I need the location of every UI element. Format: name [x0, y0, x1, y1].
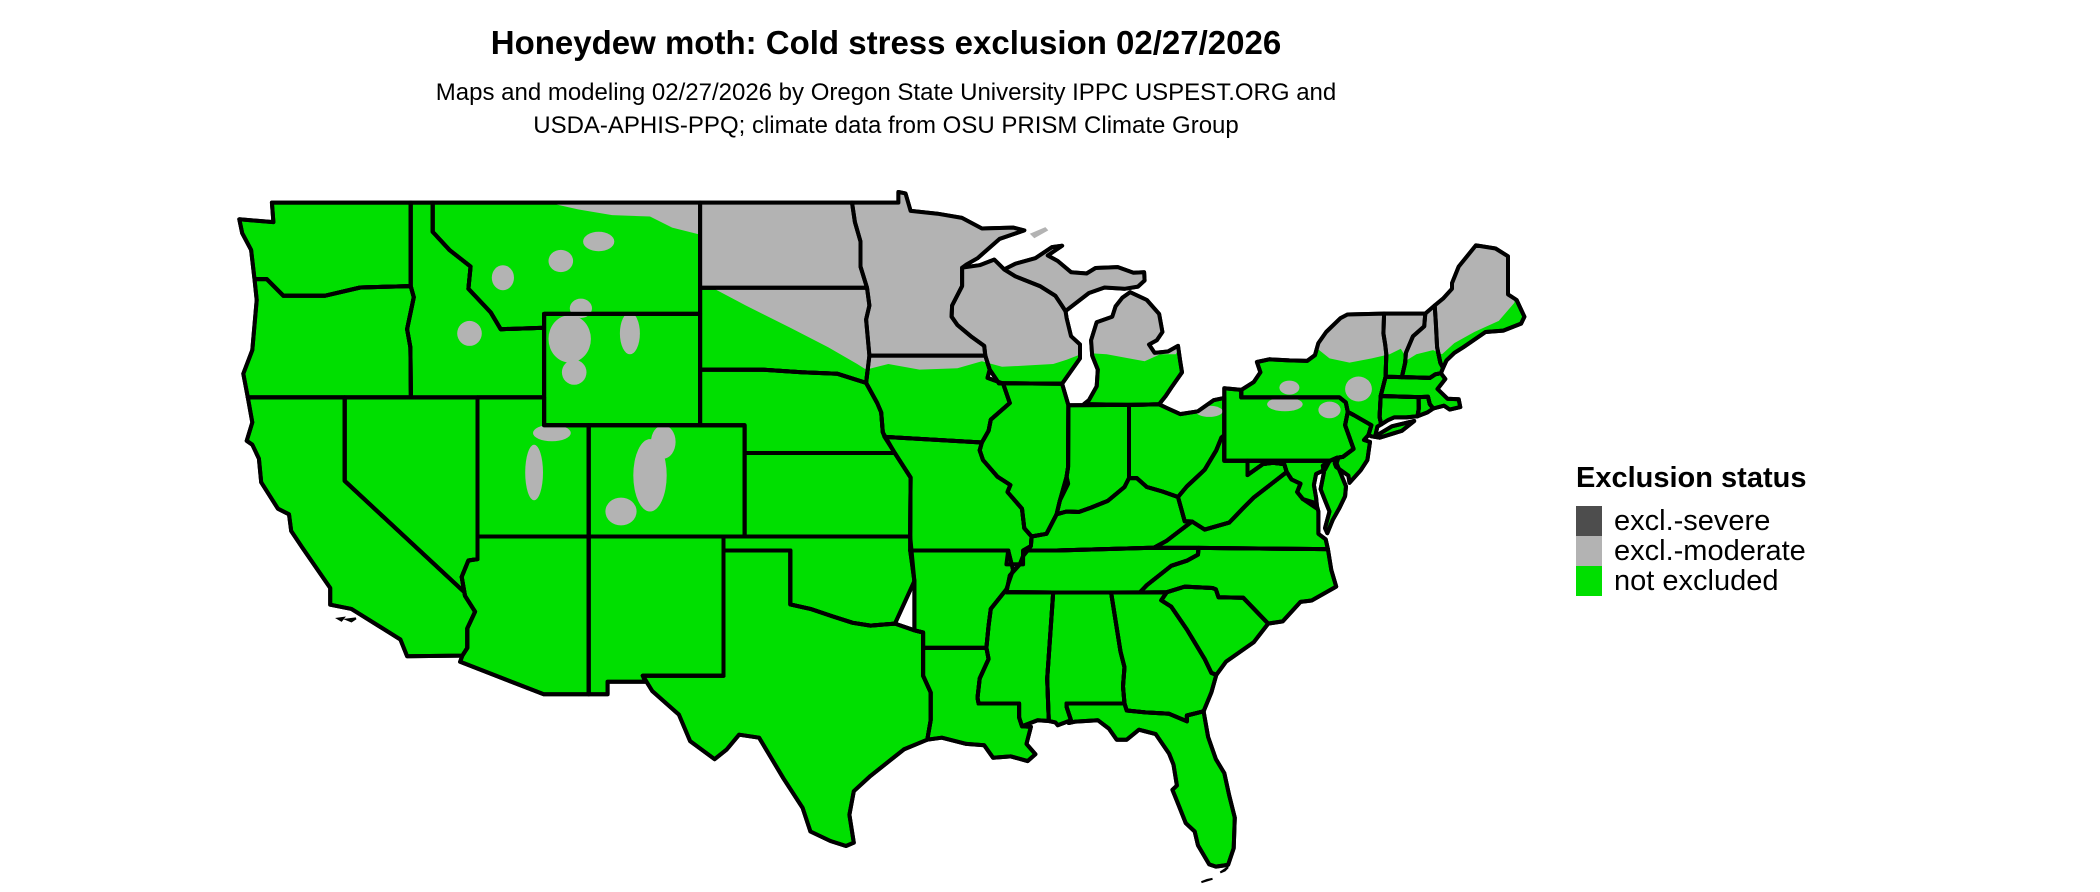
legend-title: Exclusion status: [1576, 462, 1807, 494]
page-title: Honeydew moth: Cold stress exclusion 02/…: [490, 24, 1282, 61]
legend-label-not-excluded: not excluded: [1614, 565, 1779, 597]
page-subtitle: Maps and modeling 02/27/2026 by Oregon S…: [0, 76, 1772, 142]
subtitle-line-1: Maps and modeling 02/27/2026 by Oregon S…: [435, 79, 1337, 106]
green-islands: [335, 616, 1229, 884]
legend-label-excl-moderate: excl.-moderate: [1614, 535, 1806, 567]
legend-swatch-not-excluded: [1576, 566, 1602, 596]
figure-header: Honeydew moth: Cold stress exclusion 02/…: [0, 22, 1772, 142]
legend-swatch-excl-moderate: [1576, 536, 1602, 566]
legend-item-excl-moderate: excl.-moderate: [1576, 536, 1806, 566]
legend-swatch-excl-severe: [1576, 506, 1602, 536]
state-borders: [237, 190, 1527, 869]
legend: Exclusion status excl.-severe excl.-mode…: [1576, 462, 1806, 596]
legend-item-not-excluded: not excluded: [1576, 566, 1806, 596]
isle-royale: [1029, 227, 1049, 239]
subtitle-line-2: USDA-APHIS-PPQ; climate data from OSU PR…: [533, 112, 1239, 139]
legend-item-excl-severe: excl.-severe: [1576, 506, 1806, 536]
legend-label-excl-severe: excl.-severe: [1614, 505, 1771, 537]
